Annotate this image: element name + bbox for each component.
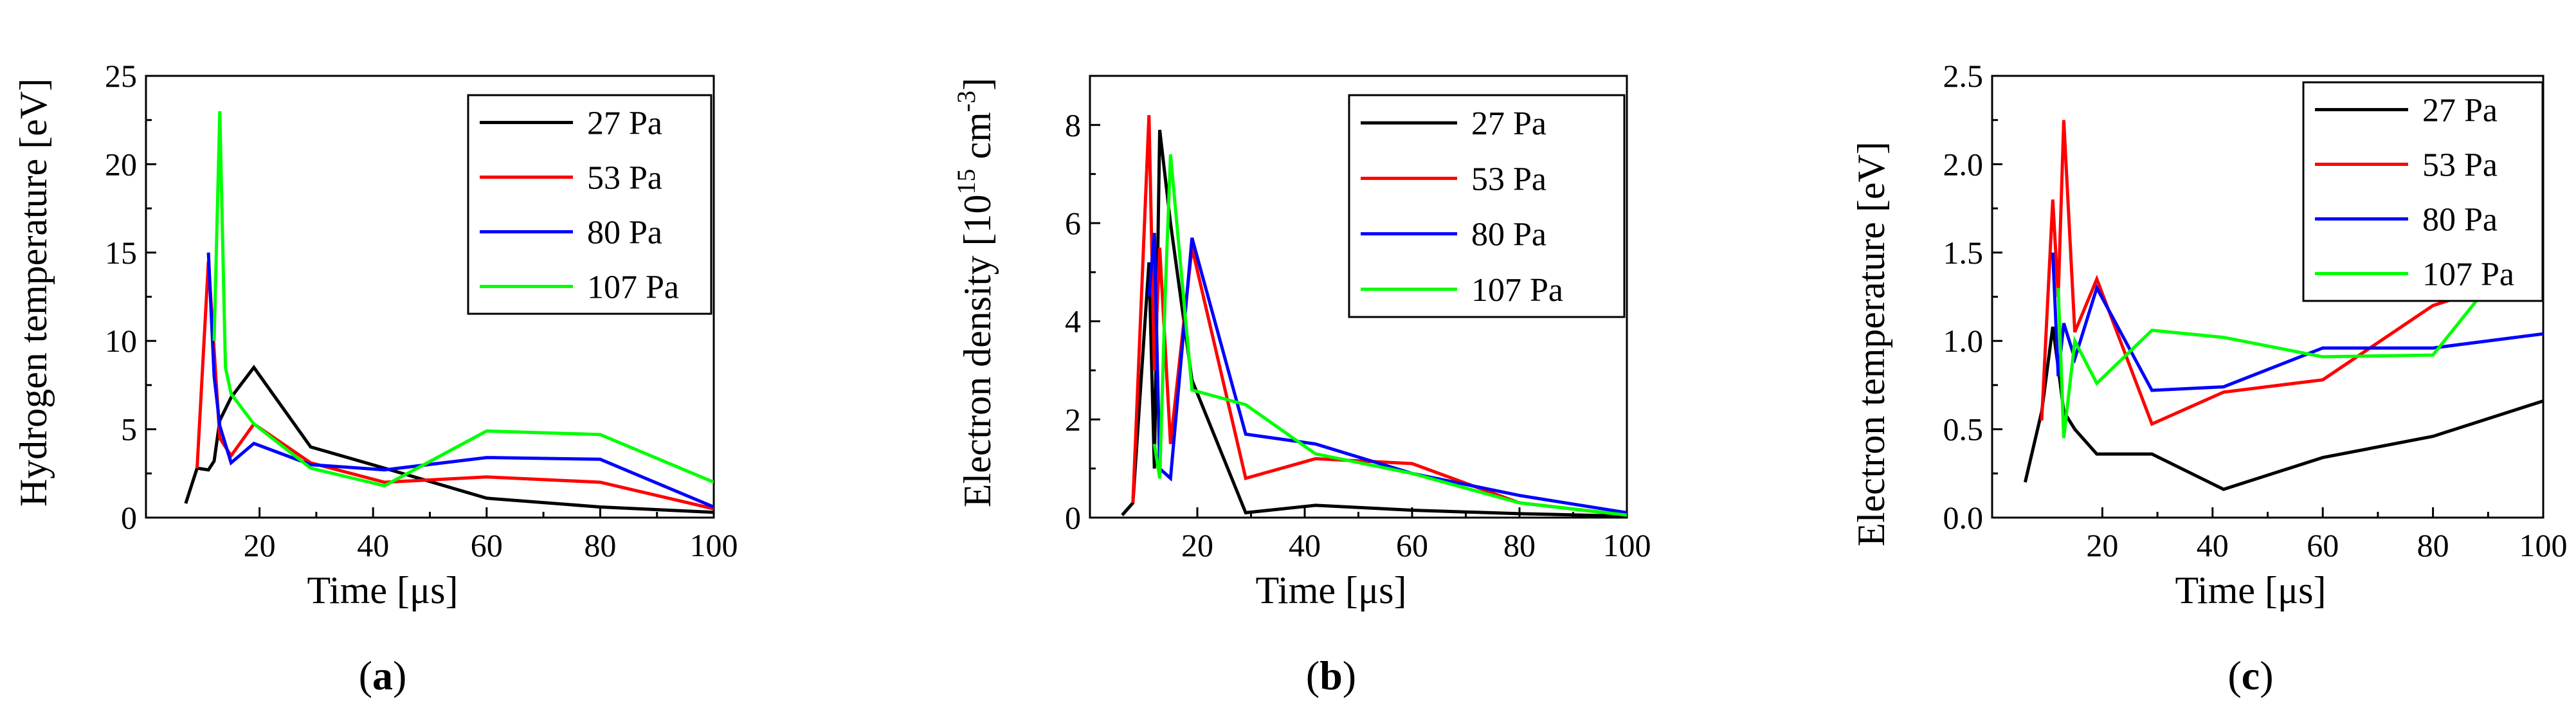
series-line-c-27pa	[2023, 326, 2543, 491]
x-tick-label-a: 20	[244, 527, 276, 563]
y-tick-label-c: 2.5	[1943, 58, 1984, 94]
x-tick-label-c: 80	[2417, 527, 2449, 563]
y-tick-label-b: 6	[1065, 205, 1081, 241]
y-axis-title-b: Electron density [1015 cm-3]	[952, 78, 999, 507]
series-line-a-107pa	[212, 111, 714, 488]
x-tick-label-c: 40	[2197, 527, 2229, 563]
legend-label-a: 53 Pa	[587, 160, 662, 197]
y-tick-label-b: 8	[1065, 107, 1081, 143]
y-tick-label-a: 25	[105, 58, 137, 94]
series-line-a-27pa	[184, 365, 714, 514]
legend-label-a: 107 Pa	[587, 269, 679, 306]
panel-b: Electron density [1015 cm-3] Time [μs] (…	[952, 75, 1651, 698]
x-tick-label-b: 20	[1181, 527, 1213, 563]
x-axis-title-c: Time [μs]	[2175, 569, 2327, 611]
legend-label-c: 27 Pa	[2422, 93, 2498, 129]
panel-label-a: (a)	[359, 653, 407, 698]
x-tick-label-c: 20	[2086, 527, 2118, 563]
legend-box-c	[2302, 81, 2544, 302]
series-line-c-107pa	[2056, 216, 2543, 439]
panel-label-c: (c)	[2227, 653, 2273, 698]
legend-label-a: 80 Pa	[587, 215, 662, 251]
legend-label-c: 80 Pa	[2422, 202, 2498, 239]
y-tick-label-a: 10	[105, 323, 137, 359]
y-tick-label-c: 2.0	[1943, 146, 1984, 182]
y-tick-label-b: 2	[1065, 401, 1081, 437]
series-line-b-27pa	[1121, 129, 1627, 518]
y-tick-label-a: 15	[105, 235, 137, 271]
y-tick-label-b: 4	[1065, 303, 1081, 339]
y-axis-title-c: Electron temperature [eV]	[1850, 141, 1892, 547]
y-tick-label-c: 1.0	[1943, 323, 1984, 359]
x-tick-label-a: 40	[357, 527, 389, 563]
legend-box-b	[1348, 94, 1626, 318]
panel-a: Hydrogen temperature [eV] Time [μs] (a) …	[12, 58, 738, 698]
x-tick-label-b: 40	[1289, 527, 1321, 563]
panel-label-b: (b)	[1306, 653, 1356, 698]
x-axis-title-b: Time [μs]	[1256, 569, 1407, 611]
y-tick-label-a: 20	[105, 146, 137, 182]
x-tick-label-b: 80	[1503, 527, 1536, 563]
x-tick-label-a: 60	[471, 527, 503, 563]
legend-label-c: 107 Pa	[2422, 257, 2514, 293]
y-tick-label-b: 0	[1065, 500, 1081, 536]
series-line-a-80pa	[206, 252, 714, 509]
legend-label-b: 80 Pa	[1471, 217, 1547, 253]
y-tick-label-a: 0	[121, 500, 137, 536]
y-tick-label-c: 0.0	[1943, 500, 1984, 536]
series-line-b-80pa	[1147, 233, 1627, 514]
panel-c: Electron temperature [eV] Time [μs] (c) …	[1850, 58, 2568, 698]
x-tick-label-b: 100	[1603, 527, 1651, 563]
y-axis-title-a: Hydrogen temperature [eV]	[12, 78, 55, 507]
x-tick-label-b: 60	[1396, 527, 1428, 563]
x-axis-title-a: Time [μs]	[307, 569, 458, 611]
x-tick-label-c: 60	[2307, 527, 2339, 563]
legend-label-c: 53 Pa	[2422, 147, 2498, 184]
legend-label-a: 27 Pa	[587, 105, 662, 142]
series-line-b-107pa	[1152, 154, 1627, 517]
y-tick-label-c: 1.5	[1943, 235, 1984, 271]
legend-label-b: 53 Pa	[1471, 161, 1547, 197]
x-tick-label-c: 100	[2519, 527, 2568, 563]
x-tick-label-a: 80	[584, 527, 616, 563]
legend-label-b: 107 Pa	[1471, 272, 1563, 309]
legend-label-b: 27 Pa	[1471, 105, 1547, 142]
y-tick-label-c: 0.5	[1943, 412, 1984, 448]
legend-box-a	[467, 94, 712, 315]
x-tick-label-a: 100	[690, 527, 738, 563]
y-tick-label-a: 5	[121, 412, 137, 448]
